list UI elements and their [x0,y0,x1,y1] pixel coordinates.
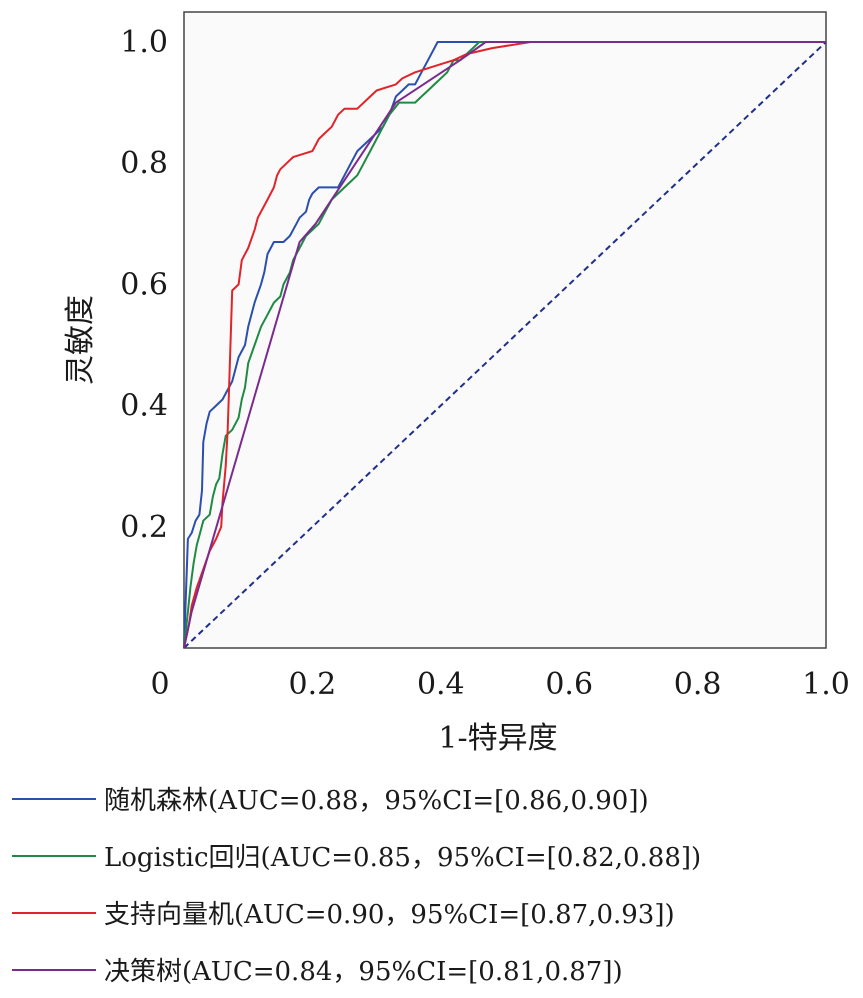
roc-chart: 0 0.2 0.4 0.6 0.8 1.0 0.2 0.4 0.6 0.8 1.0 1-特异度 灵敏… [63,11,850,756]
y-tick-label: 0.8 [120,146,168,181]
x-tick-label: 0.8 [674,667,722,702]
series-line-0 [183,41,826,649]
legend-label-svm: 支持向量机(AUC=0.90，95%CI=[0.87,0.93]) [104,900,675,930]
reference-line [183,41,827,649]
x-tick-label: 0.6 [545,667,593,702]
y-tick-label: 1.0 [120,25,168,60]
legend-item-logistic: Logistic回归(AUC=0.85，95%CI=[0.82,0.88]) [12,827,852,884]
legend-swatch-random-forest [12,797,96,800]
x-tick-label: 1.0 [802,667,850,702]
x-tick-label: 0 [150,667,169,702]
series-group [183,41,826,649]
legend-item-decision-tree: 决策树(AUC=0.84，95%CI=[0.81,0.87]) [12,941,852,998]
series-line-3 [183,41,826,649]
legend-label-logistic: Logistic回归(AUC=0.85，95%CI=[0.82,0.88]) [104,843,702,873]
y-tick-label: 0.2 [120,510,168,545]
legend-swatch-svm [12,911,96,914]
plot-area [183,11,827,649]
axis-ticks: 0 0.2 0.4 0.6 0.8 1.0 0.2 0.4 0.6 0.8 1.0 [120,25,850,702]
x-tick-label: 0.4 [417,667,465,702]
legend-swatch-logistic [12,854,96,857]
legend-swatch-decision-tree [12,968,96,971]
reference-diagonal [183,41,827,649]
x-axis-title: 1-特异度 [438,721,557,756]
series-line-2 [183,41,826,649]
y-axis-title: 灵敏度 [63,295,98,385]
legend-label-decision-tree: 决策树(AUC=0.84，95%CI=[0.81,0.87]) [104,957,623,987]
y-tick-label: 0.4 [120,389,168,424]
legend-item-svm: 支持向量机(AUC=0.90，95%CI=[0.87,0.93]) [12,884,852,941]
legend: 随机森林(AUC=0.88，95%CI=[0.86,0.90]) Logisti… [12,770,852,998]
x-tick-label: 0.2 [289,667,337,702]
y-tick-label: 0.6 [120,267,168,302]
legend-item-random-forest: 随机森林(AUC=0.88，95%CI=[0.86,0.90]) [12,770,852,827]
legend-label-random-forest: 随机森林(AUC=0.88，95%CI=[0.86,0.90]) [104,786,649,816]
